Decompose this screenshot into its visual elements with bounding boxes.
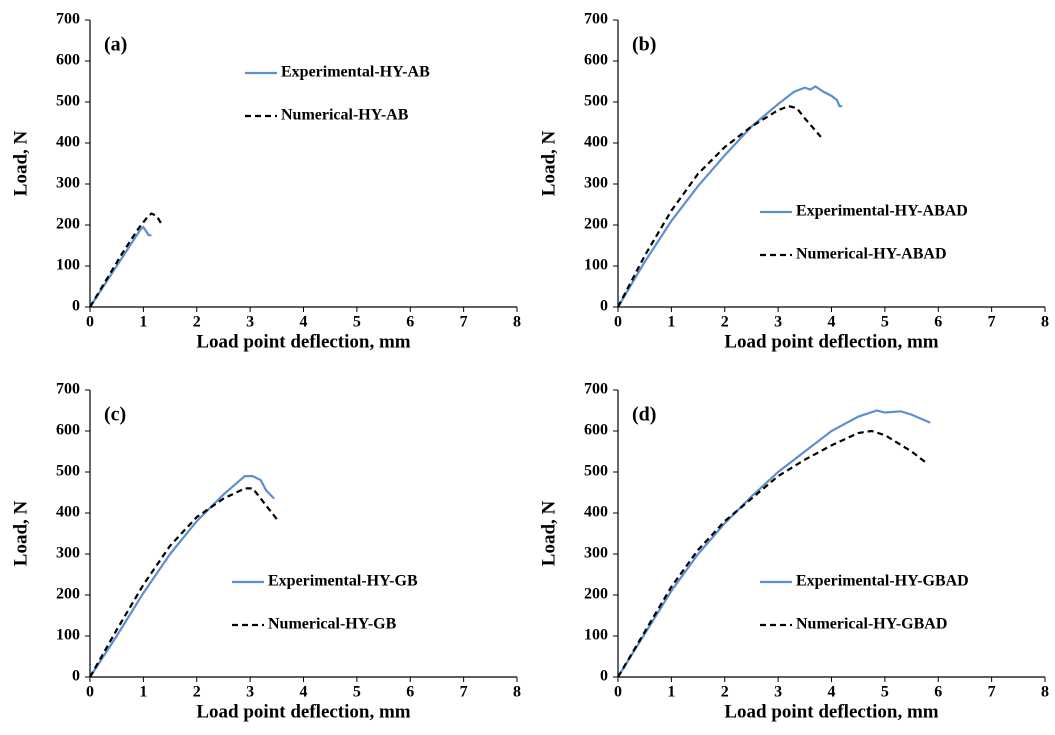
y-tick-label: 400: [584, 134, 608, 151]
series-line: [89, 475, 275, 678]
y-tick-label: 300: [56, 545, 80, 562]
x-tick-label: 1: [139, 314, 147, 331]
x-tick-label: 6: [406, 684, 414, 701]
x-tick-label: 5: [353, 684, 361, 701]
x-tick-label: 7: [988, 314, 996, 331]
y-tick-label: 0: [72, 668, 80, 685]
y-tick-label: 600: [56, 52, 80, 69]
y-tick-label: 200: [56, 586, 80, 603]
y-tick-label: 500: [56, 463, 80, 480]
x-tick-label: 2: [721, 314, 729, 331]
y-tick-label: 500: [584, 93, 608, 110]
x-tick-label: 4: [300, 314, 308, 331]
y-tick-label: 100: [584, 257, 608, 274]
x-tick-label: 2: [193, 314, 201, 331]
x-tick-label: 2: [193, 684, 201, 701]
x-tick-label: 4: [828, 314, 836, 331]
y-tick-label: 500: [56, 93, 80, 110]
x-axis-label: Load point deflection, mm: [196, 701, 410, 722]
x-tick-label: 7: [988, 684, 996, 701]
y-tick-label: 600: [584, 422, 608, 439]
legend-label: Experimental-HY-GB: [268, 573, 418, 590]
x-tick-label: 3: [774, 684, 782, 701]
x-tick-label: 1: [139, 684, 147, 701]
x-tick-label: 1: [667, 314, 675, 331]
series-line: [89, 225, 152, 308]
legend-label: Numerical-HY-GB: [268, 616, 397, 633]
y-tick-label: 0: [72, 298, 80, 315]
x-tick-label: 8: [1041, 684, 1049, 701]
panel-label: (d): [632, 404, 656, 426]
series-line: [89, 212, 164, 308]
y-tick-label: 400: [584, 504, 608, 521]
panel-label: (c): [104, 404, 126, 426]
series-line: [617, 409, 931, 678]
y-tick-label: 200: [584, 216, 608, 233]
x-axis-label: Load point deflection, mm: [196, 331, 410, 352]
x-tick-label: 3: [774, 314, 782, 331]
y-tick-label: 0: [600, 298, 608, 315]
x-tick-label: 5: [353, 314, 361, 331]
y-tick-label: 200: [56, 216, 80, 233]
legend-label: Numerical-HY-GBAD: [796, 616, 947, 633]
y-tick-label: 300: [56, 175, 80, 192]
y-axis-label: Load, N: [538, 500, 559, 566]
x-tick-label: 4: [828, 684, 836, 701]
legend-label: Experimental-HY-ABAD: [796, 203, 968, 220]
panel-label: (b): [632, 34, 656, 56]
x-tick-label: 5: [881, 684, 889, 701]
x-tick-label: 1: [667, 684, 675, 701]
y-tick-label: 300: [584, 175, 608, 192]
x-tick-label: 0: [614, 684, 622, 701]
y-axis-label: Load, N: [10, 500, 31, 566]
x-tick-label: 5: [881, 314, 889, 331]
y-tick-label: 700: [584, 11, 608, 28]
y-tick-label: 700: [56, 11, 80, 28]
legend-label: Experimental-HY-AB: [281, 64, 430, 81]
y-tick-label: 600: [584, 52, 608, 69]
y-tick-label: 0: [600, 668, 608, 685]
x-tick-label: 0: [86, 314, 94, 331]
x-tick-label: 0: [86, 684, 94, 701]
x-tick-label: 2: [721, 684, 729, 701]
y-tick-label: 200: [584, 586, 608, 603]
panel-label: (a): [104, 34, 127, 56]
y-tick-label: 400: [56, 504, 80, 521]
legend-label: Experimental-HY-GBAD: [796, 573, 969, 590]
x-tick-label: 0: [614, 314, 622, 331]
y-tick-label: 300: [584, 545, 608, 562]
y-tick-label: 600: [56, 422, 80, 439]
legend-label: Numerical-HY-ABAD: [796, 246, 947, 263]
x-tick-label: 6: [934, 684, 942, 701]
y-tick-label: 100: [56, 627, 80, 644]
x-tick-label: 3: [246, 684, 254, 701]
series-line: [617, 104, 822, 308]
y-tick-label: 500: [584, 463, 608, 480]
series-line: [617, 85, 843, 308]
x-tick-label: 7: [460, 684, 468, 701]
x-tick-label: 8: [513, 684, 521, 701]
y-tick-label: 100: [56, 257, 80, 274]
x-tick-label: 3: [246, 314, 254, 331]
y-tick-label: 700: [584, 381, 608, 398]
y-tick-label: 100: [584, 627, 608, 644]
y-axis-label: Load, N: [538, 130, 559, 196]
x-tick-label: 6: [406, 314, 414, 331]
x-tick-label: 6: [934, 314, 942, 331]
x-tick-label: 8: [513, 314, 521, 331]
x-axis-label: Load point deflection, mm: [724, 701, 938, 722]
y-axis-label: Load, N: [10, 130, 31, 196]
x-tick-label: 7: [460, 314, 468, 331]
series-line: [617, 429, 929, 678]
y-tick-label: 700: [56, 381, 80, 398]
legend-label: Numerical-HY-AB: [281, 107, 409, 124]
x-axis-label: Load point deflection, mm: [724, 331, 938, 352]
y-tick-label: 400: [56, 134, 80, 151]
x-tick-label: 8: [1041, 314, 1049, 331]
series-line: [89, 487, 278, 678]
x-tick-label: 4: [300, 684, 308, 701]
